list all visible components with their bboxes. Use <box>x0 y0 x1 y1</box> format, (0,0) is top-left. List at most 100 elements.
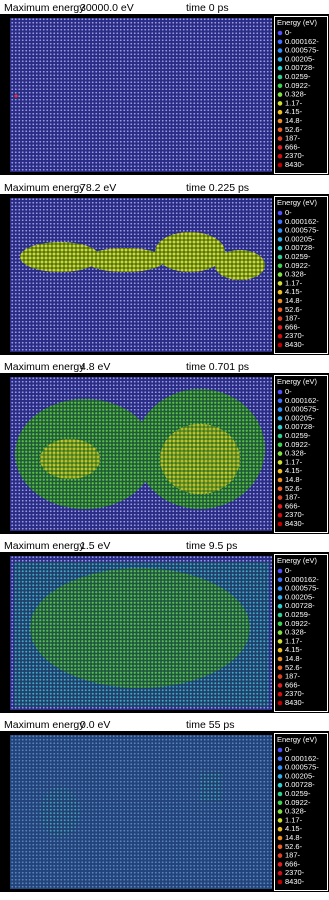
legend-label: 52.6- <box>285 125 303 134</box>
legend-swatch <box>277 647 283 653</box>
legend-swatch <box>277 800 283 806</box>
legend-swatch <box>277 398 283 404</box>
legend-swatch <box>277 691 283 697</box>
panel-label: Maximum energy <box>4 719 85 731</box>
legend-swatch <box>277 39 283 45</box>
panel-header <box>0 538 329 552</box>
legend-swatch <box>277 316 283 321</box>
legend-label: 666- <box>285 501 301 510</box>
legend-label: 187- <box>285 493 301 502</box>
legend-label: 0.000575- <box>285 46 319 55</box>
legend-label: 0.000575- <box>285 584 319 593</box>
legend-swatch <box>277 118 283 124</box>
legend-label: 0- <box>285 208 292 217</box>
max-energy: 1.5 eV <box>80 540 110 552</box>
legend-swatch <box>277 595 283 600</box>
legend-swatch <box>277 153 283 159</box>
legend-label: 187- <box>285 851 301 860</box>
legend-label: 0.0922- <box>285 619 311 628</box>
legend-swatch <box>277 210 283 216</box>
legend-swatch <box>277 774 283 779</box>
legend-label: 0- <box>285 566 292 575</box>
legend-label: 0.00728- <box>285 243 315 252</box>
time-label: time 9.5 ps <box>186 540 237 552</box>
legend-label: 0.000162- <box>285 217 319 226</box>
legend-label: 0.0259- <box>285 431 311 440</box>
legend-swatch <box>277 65 283 71</box>
legend-box <box>274 733 328 891</box>
legend-label: 187- <box>285 672 301 681</box>
legend-box <box>274 196 328 354</box>
legend-label: 0- <box>285 745 292 754</box>
legend-box <box>274 375 328 533</box>
legend-label: 0.000162- <box>285 754 319 763</box>
legend-label: 8430- <box>285 877 305 886</box>
legend-label: 0.328- <box>285 807 307 816</box>
legend-swatch <box>277 586 283 591</box>
legend-label: 0.0259- <box>285 72 311 81</box>
legend-swatch <box>277 747 283 753</box>
legend-swatch <box>277 603 283 609</box>
panel-label: Maximum energy <box>4 2 85 14</box>
legend-box <box>274 16 328 174</box>
legend-label: 0.000162- <box>285 575 319 584</box>
legend-swatch <box>277 853 283 858</box>
legend-title: Energy (eV) <box>277 735 318 744</box>
legend-label: 0.0922- <box>285 798 311 807</box>
panel-label: Maximum energy <box>4 182 85 194</box>
legend-label: 8430- <box>285 160 305 169</box>
legend-label: 2370- <box>285 689 305 698</box>
legend-swatch <box>277 521 283 527</box>
panel-header <box>0 359 329 373</box>
legend-swatch <box>277 109 283 115</box>
legend-swatch <box>277 48 283 53</box>
legend-swatch <box>277 298 283 304</box>
legend-label: 0.0922- <box>285 440 311 449</box>
legend-label: 0.00728- <box>285 601 315 610</box>
legend-label: 4.15- <box>285 287 303 296</box>
legend-swatch <box>277 433 283 439</box>
time-label: time 55 ps <box>186 719 234 731</box>
legend-swatch <box>277 272 283 277</box>
legend-title: Energy (eV) <box>277 18 318 27</box>
lattice <box>10 18 272 172</box>
legend-swatch <box>277 245 283 251</box>
legend-label: 0- <box>285 28 292 37</box>
legend-label: 4.15- <box>285 466 303 475</box>
legend-label: 0.328- <box>285 449 307 458</box>
legend-swatch <box>277 342 283 348</box>
legend-label: 0.00205- <box>285 592 315 601</box>
legend-swatch <box>277 74 283 80</box>
time-label: time 0 ps <box>186 2 229 14</box>
legend-swatch <box>277 486 283 492</box>
legend-swatch <box>277 389 283 395</box>
legend-label: 666- <box>285 142 301 151</box>
legend-swatch <box>277 504 283 509</box>
legend-label: 0.0259- <box>285 252 311 261</box>
time-label: time 0.225 ps <box>186 182 249 194</box>
legend-swatch <box>277 826 283 832</box>
legend-label: 1.17- <box>285 815 303 824</box>
legend-title: Energy (eV) <box>277 377 318 386</box>
legend-label: 52.6- <box>285 305 303 314</box>
legend-label: 8430- <box>285 340 305 349</box>
legend-label: 0.328- <box>285 90 307 99</box>
legend-swatch <box>277 30 283 36</box>
legend-swatch <box>277 791 283 797</box>
legend-label: 2370- <box>285 331 305 340</box>
legend-swatch <box>277 835 283 841</box>
legend-label: 0.0259- <box>285 789 311 798</box>
legend-swatch <box>277 289 283 295</box>
legend-swatch <box>277 92 283 97</box>
legend-swatch <box>277 782 283 788</box>
max-energy: 78.2 eV <box>80 182 116 194</box>
legend-label: 4.15- <box>285 645 303 654</box>
energy-region <box>160 424 240 494</box>
legend-label: 4.15- <box>285 824 303 833</box>
energy-region <box>40 787 80 837</box>
legend-swatch <box>277 879 283 885</box>
legend-title: Energy (eV) <box>277 198 318 207</box>
